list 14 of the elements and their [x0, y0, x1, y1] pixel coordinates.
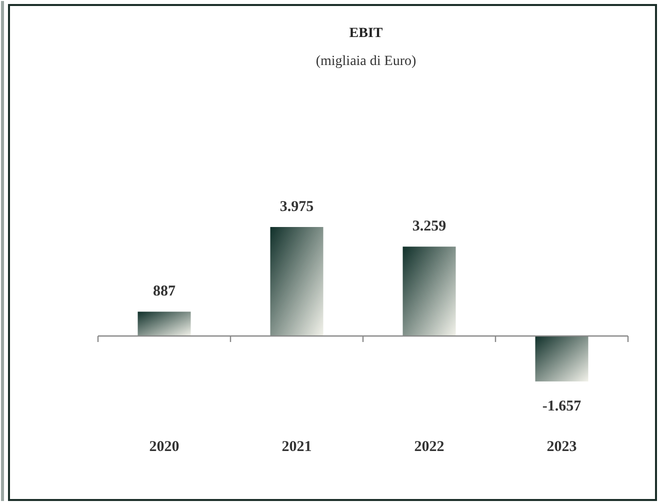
bar [138, 312, 191, 336]
chart-subtitle: (migliaia di Euro) [316, 54, 416, 69]
data-label: 887 [153, 284, 176, 300]
data-label: 3.259 [412, 218, 446, 235]
x-tick-label: 2021 [282, 439, 312, 455]
data-label: 3.975 [280, 199, 314, 215]
x-tick-label: 2023 [546, 439, 577, 455]
chart-title: EBIT [349, 26, 384, 41]
x-tick-label: 2020 [149, 439, 180, 455]
bar [402, 246, 456, 336]
bar [270, 227, 324, 336]
x-tick-label: 2022 [414, 439, 444, 455]
data-label: -1.657 [542, 398, 582, 414]
bar [535, 336, 588, 382]
